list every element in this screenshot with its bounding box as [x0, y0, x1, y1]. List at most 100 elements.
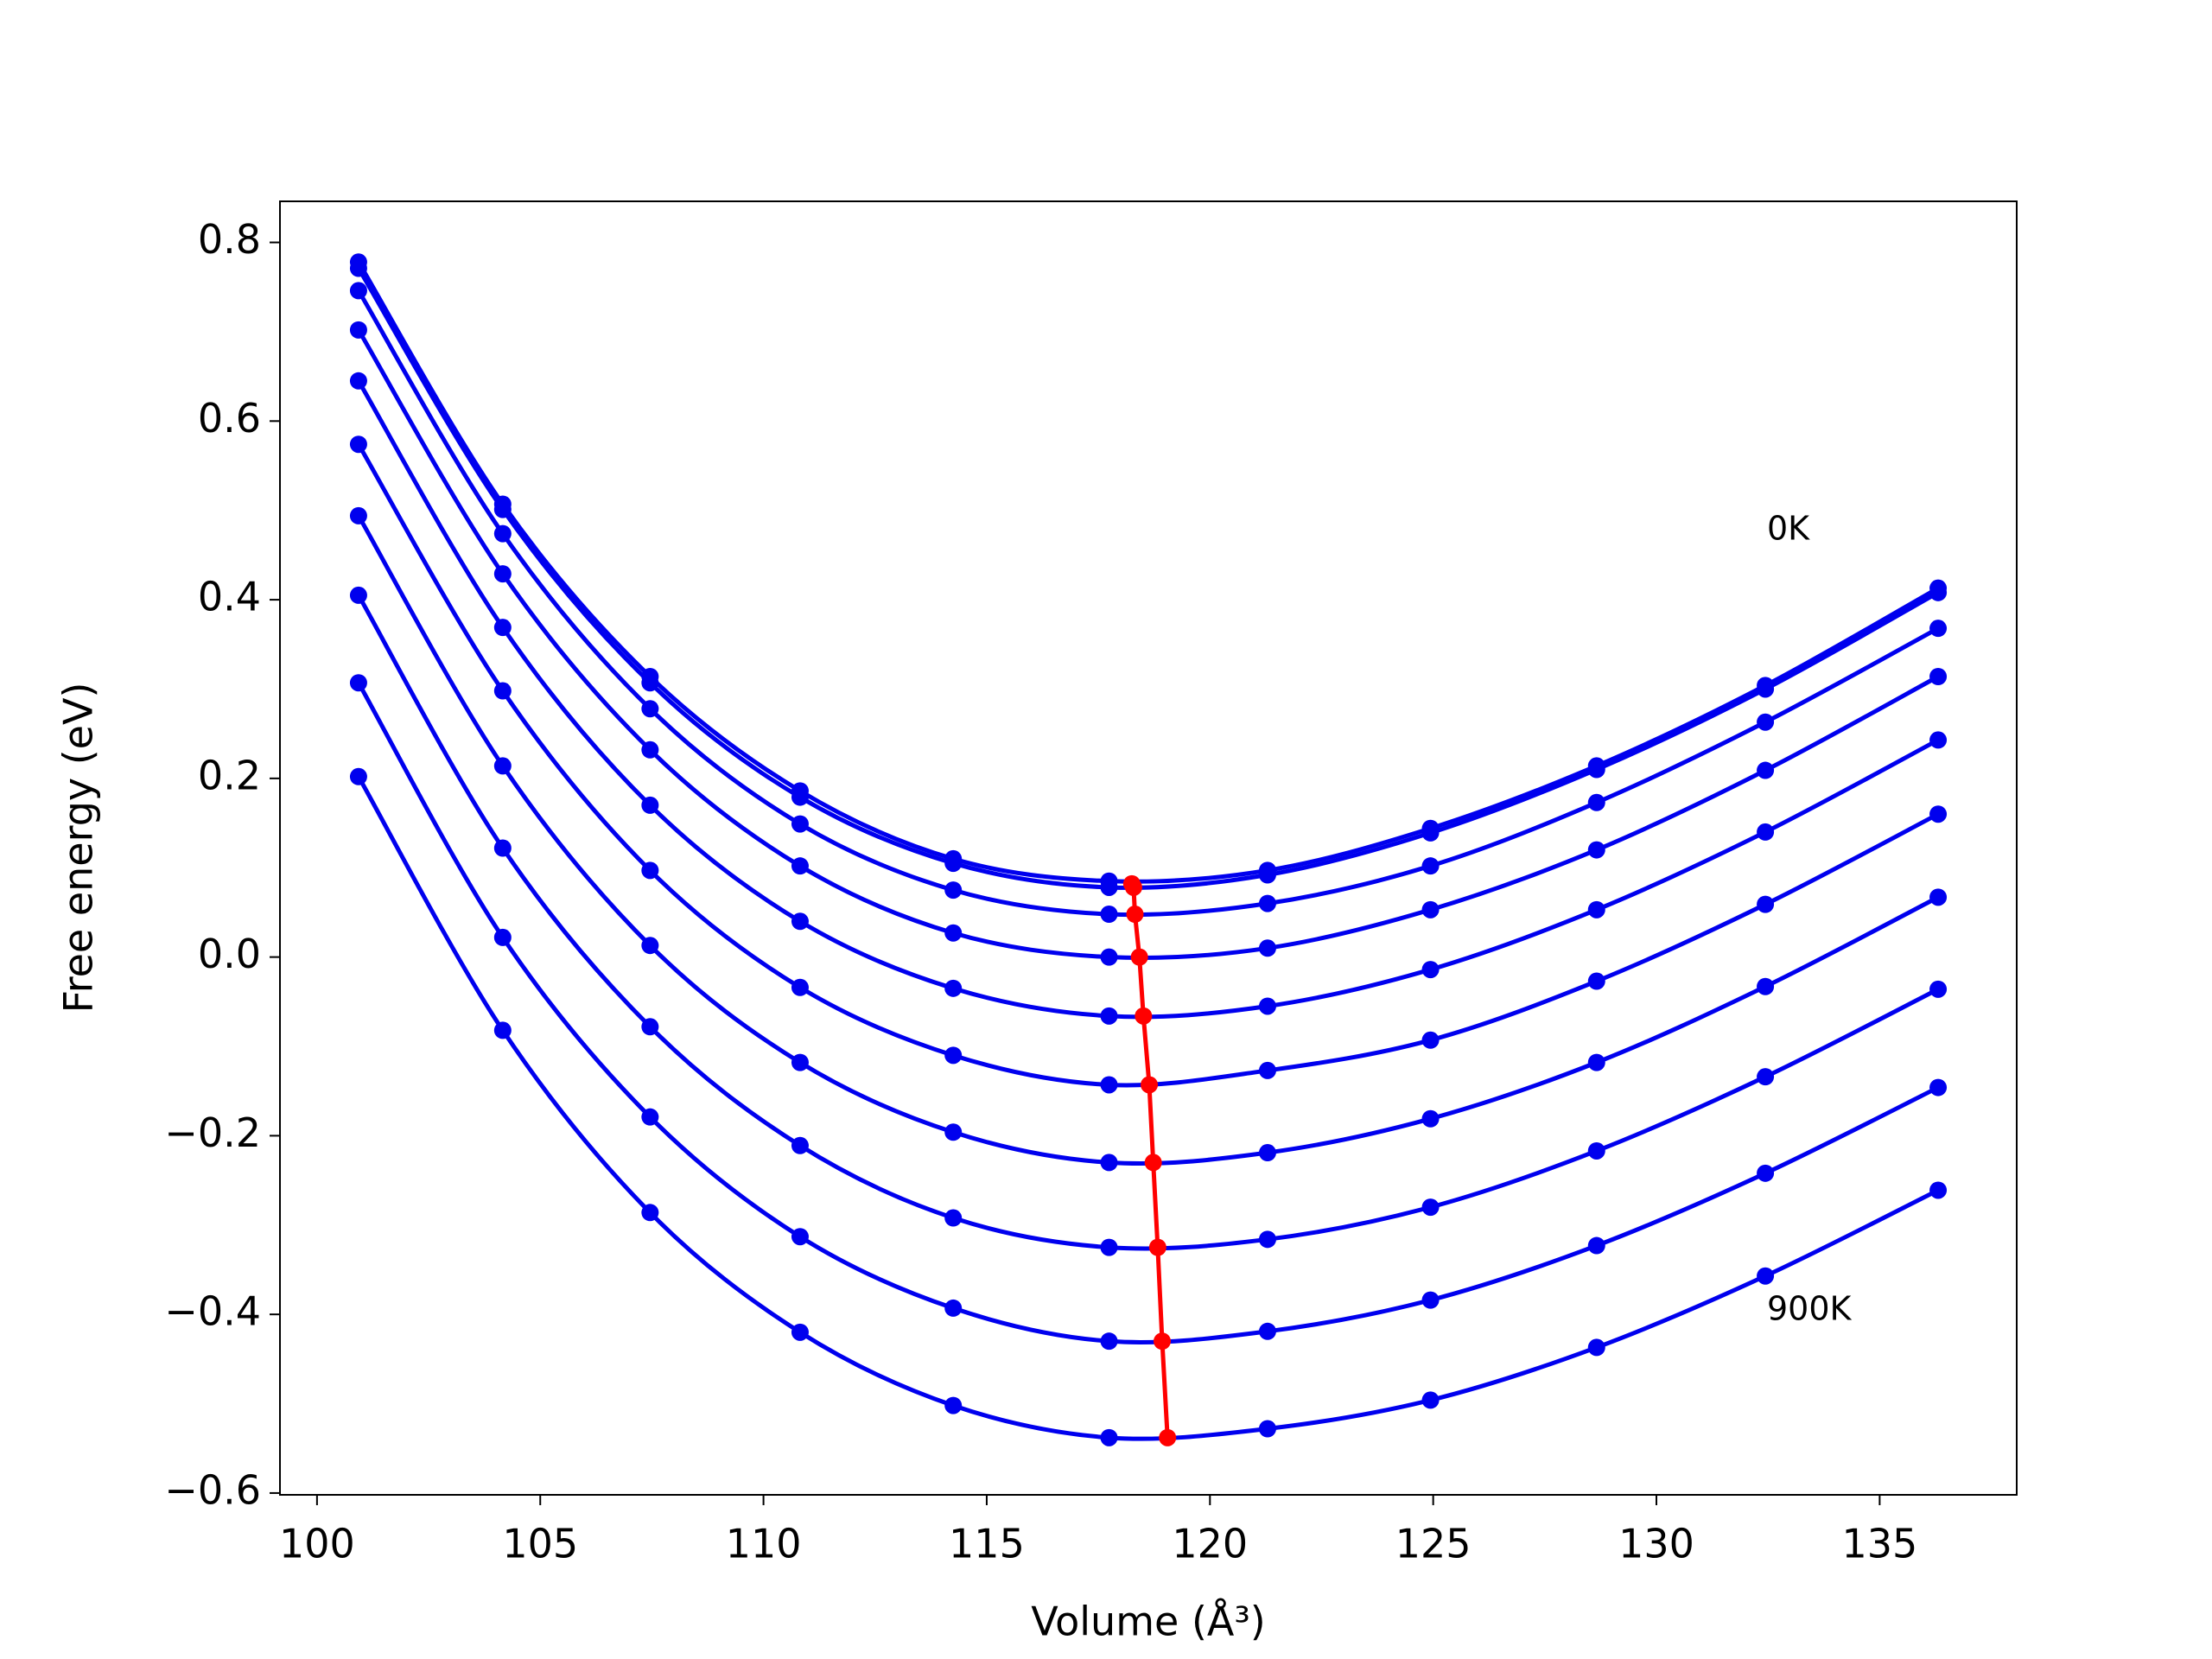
point — [349, 506, 367, 524]
point — [1100, 1332, 1118, 1351]
x-tick-label: 135 — [1841, 1521, 1917, 1567]
y-tick-label: 0.4 — [198, 574, 261, 620]
point — [944, 1299, 963, 1317]
point — [791, 1323, 809, 1341]
point — [944, 855, 963, 873]
point — [1587, 1141, 1605, 1160]
point — [349, 767, 367, 785]
annotation: 0K — [1767, 510, 1810, 548]
point — [349, 372, 367, 390]
point — [1258, 1230, 1276, 1249]
point — [641, 1018, 659, 1036]
annotation: 900K — [1767, 1290, 1853, 1328]
point — [1258, 866, 1276, 884]
point — [641, 700, 659, 718]
point — [1421, 1291, 1440, 1309]
point — [1130, 948, 1148, 966]
point — [1929, 1181, 1948, 1199]
point — [1124, 878, 1142, 896]
point — [349, 435, 367, 454]
point — [1144, 1154, 1162, 1172]
point — [493, 500, 512, 518]
point — [1258, 1144, 1276, 1162]
point — [1100, 1007, 1118, 1025]
y-tick-label: 0.2 — [198, 752, 261, 798]
point — [1929, 805, 1948, 823]
point — [1421, 1198, 1440, 1217]
y-tick-label: −0.6 — [164, 1466, 261, 1513]
point — [1126, 906, 1144, 924]
x-tick-label: 130 — [1618, 1521, 1694, 1567]
series-line — [356, 328, 1940, 961]
point — [493, 524, 512, 543]
point — [944, 881, 963, 899]
point — [641, 741, 659, 759]
point — [1258, 1420, 1276, 1438]
point — [1757, 1068, 1775, 1086]
point — [1100, 906, 1118, 924]
series-line — [356, 289, 1940, 918]
point — [944, 979, 963, 997]
x-axis-label: Volume (Å³) — [1031, 1599, 1266, 1645]
point — [1929, 583, 1948, 601]
point — [1757, 823, 1775, 841]
point — [1929, 668, 1948, 686]
point — [641, 937, 659, 955]
point — [1929, 731, 1948, 749]
point — [1421, 961, 1440, 979]
point — [1421, 1031, 1440, 1049]
point — [1141, 1076, 1159, 1094]
point — [641, 796, 659, 814]
point — [1421, 1109, 1440, 1128]
series-line — [356, 267, 1940, 890]
point — [791, 788, 809, 806]
point — [1587, 900, 1605, 918]
point — [641, 861, 659, 880]
point — [1100, 878, 1118, 896]
series-line — [356, 682, 1940, 1344]
point — [1135, 1007, 1153, 1025]
series-line — [1129, 882, 1170, 1438]
point — [1258, 1061, 1276, 1079]
point — [349, 674, 367, 692]
point — [493, 839, 512, 857]
point — [944, 1396, 963, 1414]
point — [1929, 1078, 1948, 1096]
x-tick-label: 125 — [1395, 1521, 1471, 1567]
point — [1587, 793, 1605, 811]
point — [1258, 1322, 1276, 1340]
point — [1421, 857, 1440, 875]
point — [791, 978, 809, 996]
plot-frame — [279, 200, 2018, 1496]
series-line — [356, 775, 1940, 1441]
point — [1258, 997, 1276, 1015]
point — [349, 321, 367, 339]
point — [1587, 972, 1605, 990]
point — [493, 619, 512, 637]
x-tick-label: 105 — [502, 1521, 578, 1567]
point — [1587, 1236, 1605, 1255]
x-tick-label: 115 — [949, 1521, 1025, 1567]
point — [493, 928, 512, 946]
series-line — [356, 261, 1940, 884]
point — [1421, 1391, 1440, 1409]
point — [1100, 1076, 1118, 1094]
point — [1421, 900, 1440, 918]
point — [1587, 760, 1605, 779]
x-tick-label: 100 — [279, 1521, 355, 1567]
point — [944, 1046, 963, 1065]
point — [791, 1136, 809, 1154]
point — [1757, 977, 1775, 995]
point — [1587, 1053, 1605, 1071]
point — [493, 682, 512, 700]
point — [1929, 980, 1948, 998]
point — [493, 757, 512, 775]
point — [1587, 1338, 1605, 1357]
point — [1757, 680, 1775, 698]
point — [944, 1209, 963, 1227]
point — [791, 857, 809, 875]
y-tick-label: −0.2 — [164, 1109, 261, 1156]
point — [944, 924, 963, 942]
point — [1757, 1267, 1775, 1285]
point — [349, 259, 367, 277]
